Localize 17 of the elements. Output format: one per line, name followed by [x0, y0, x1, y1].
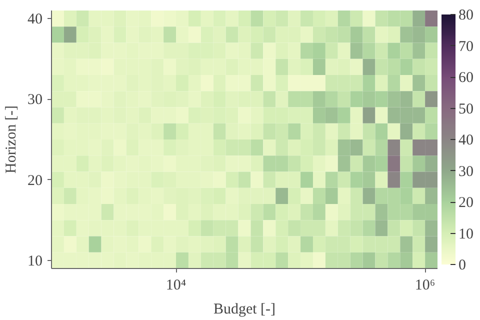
color-bar-label: 50 [458, 101, 474, 118]
color-bar-label: 80 [458, 8, 474, 24]
color-bar-label: 30 [458, 164, 474, 180]
color-bar-label: 40 [458, 132, 474, 148]
y-tick-label: 20 [28, 172, 42, 189]
y-tick-label: 40 [28, 12, 42, 28]
color-bar-label: 0 [458, 258, 466, 274]
color-bar-label: 20 [458, 195, 474, 211]
x-tick-label: 10⁶ [414, 278, 436, 294]
color-bar-label: 60 [458, 70, 474, 86]
y-axis-title: Horizon [-] [4, 106, 20, 174]
color-bar-label: 70 [458, 38, 474, 55]
x-axis-title: Budget [-] [213, 302, 276, 318]
y-tick-label: 30 [28, 92, 42, 108]
y-tick-label: 10 [28, 253, 42, 270]
color-bar-label: 10 [458, 226, 474, 242]
x-tick-label: 10⁴ [166, 278, 186, 294]
